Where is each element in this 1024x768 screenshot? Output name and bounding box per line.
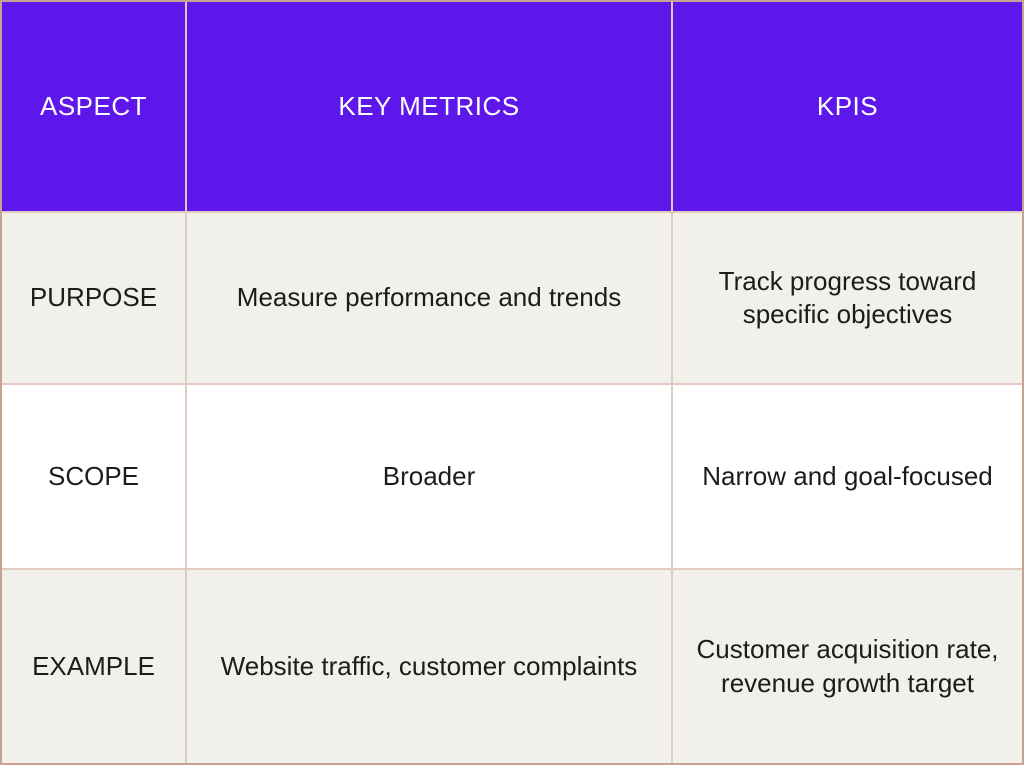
header-cell-kpis: KPIS <box>673 2 1022 211</box>
row-purpose-kpis-value: Track progress toward specific objective… <box>673 213 1022 383</box>
header-cell-key-metrics: KEY METRICS <box>187 2 671 211</box>
row-scope-key-metrics-value: Broader <box>187 385 671 568</box>
row-scope-kpis-value: Narrow and goal-focused <box>673 385 1022 568</box>
row-purpose-aspect-label: PURPOSE <box>2 213 185 383</box>
row-example-kpis-value: Customer acquisition rate, revenue growt… <box>673 570 1022 763</box>
row-example-key-metrics-value: Website traffic, customer complaints <box>187 570 671 763</box>
header-cell-aspect: ASPECT <box>2 2 185 211</box>
row-scope-aspect-label: SCOPE <box>2 385 185 568</box>
row-purpose-key-metrics-value: Measure performance and trends <box>187 213 671 383</box>
row-example-aspect-label: EXAMPLE <box>2 570 185 763</box>
